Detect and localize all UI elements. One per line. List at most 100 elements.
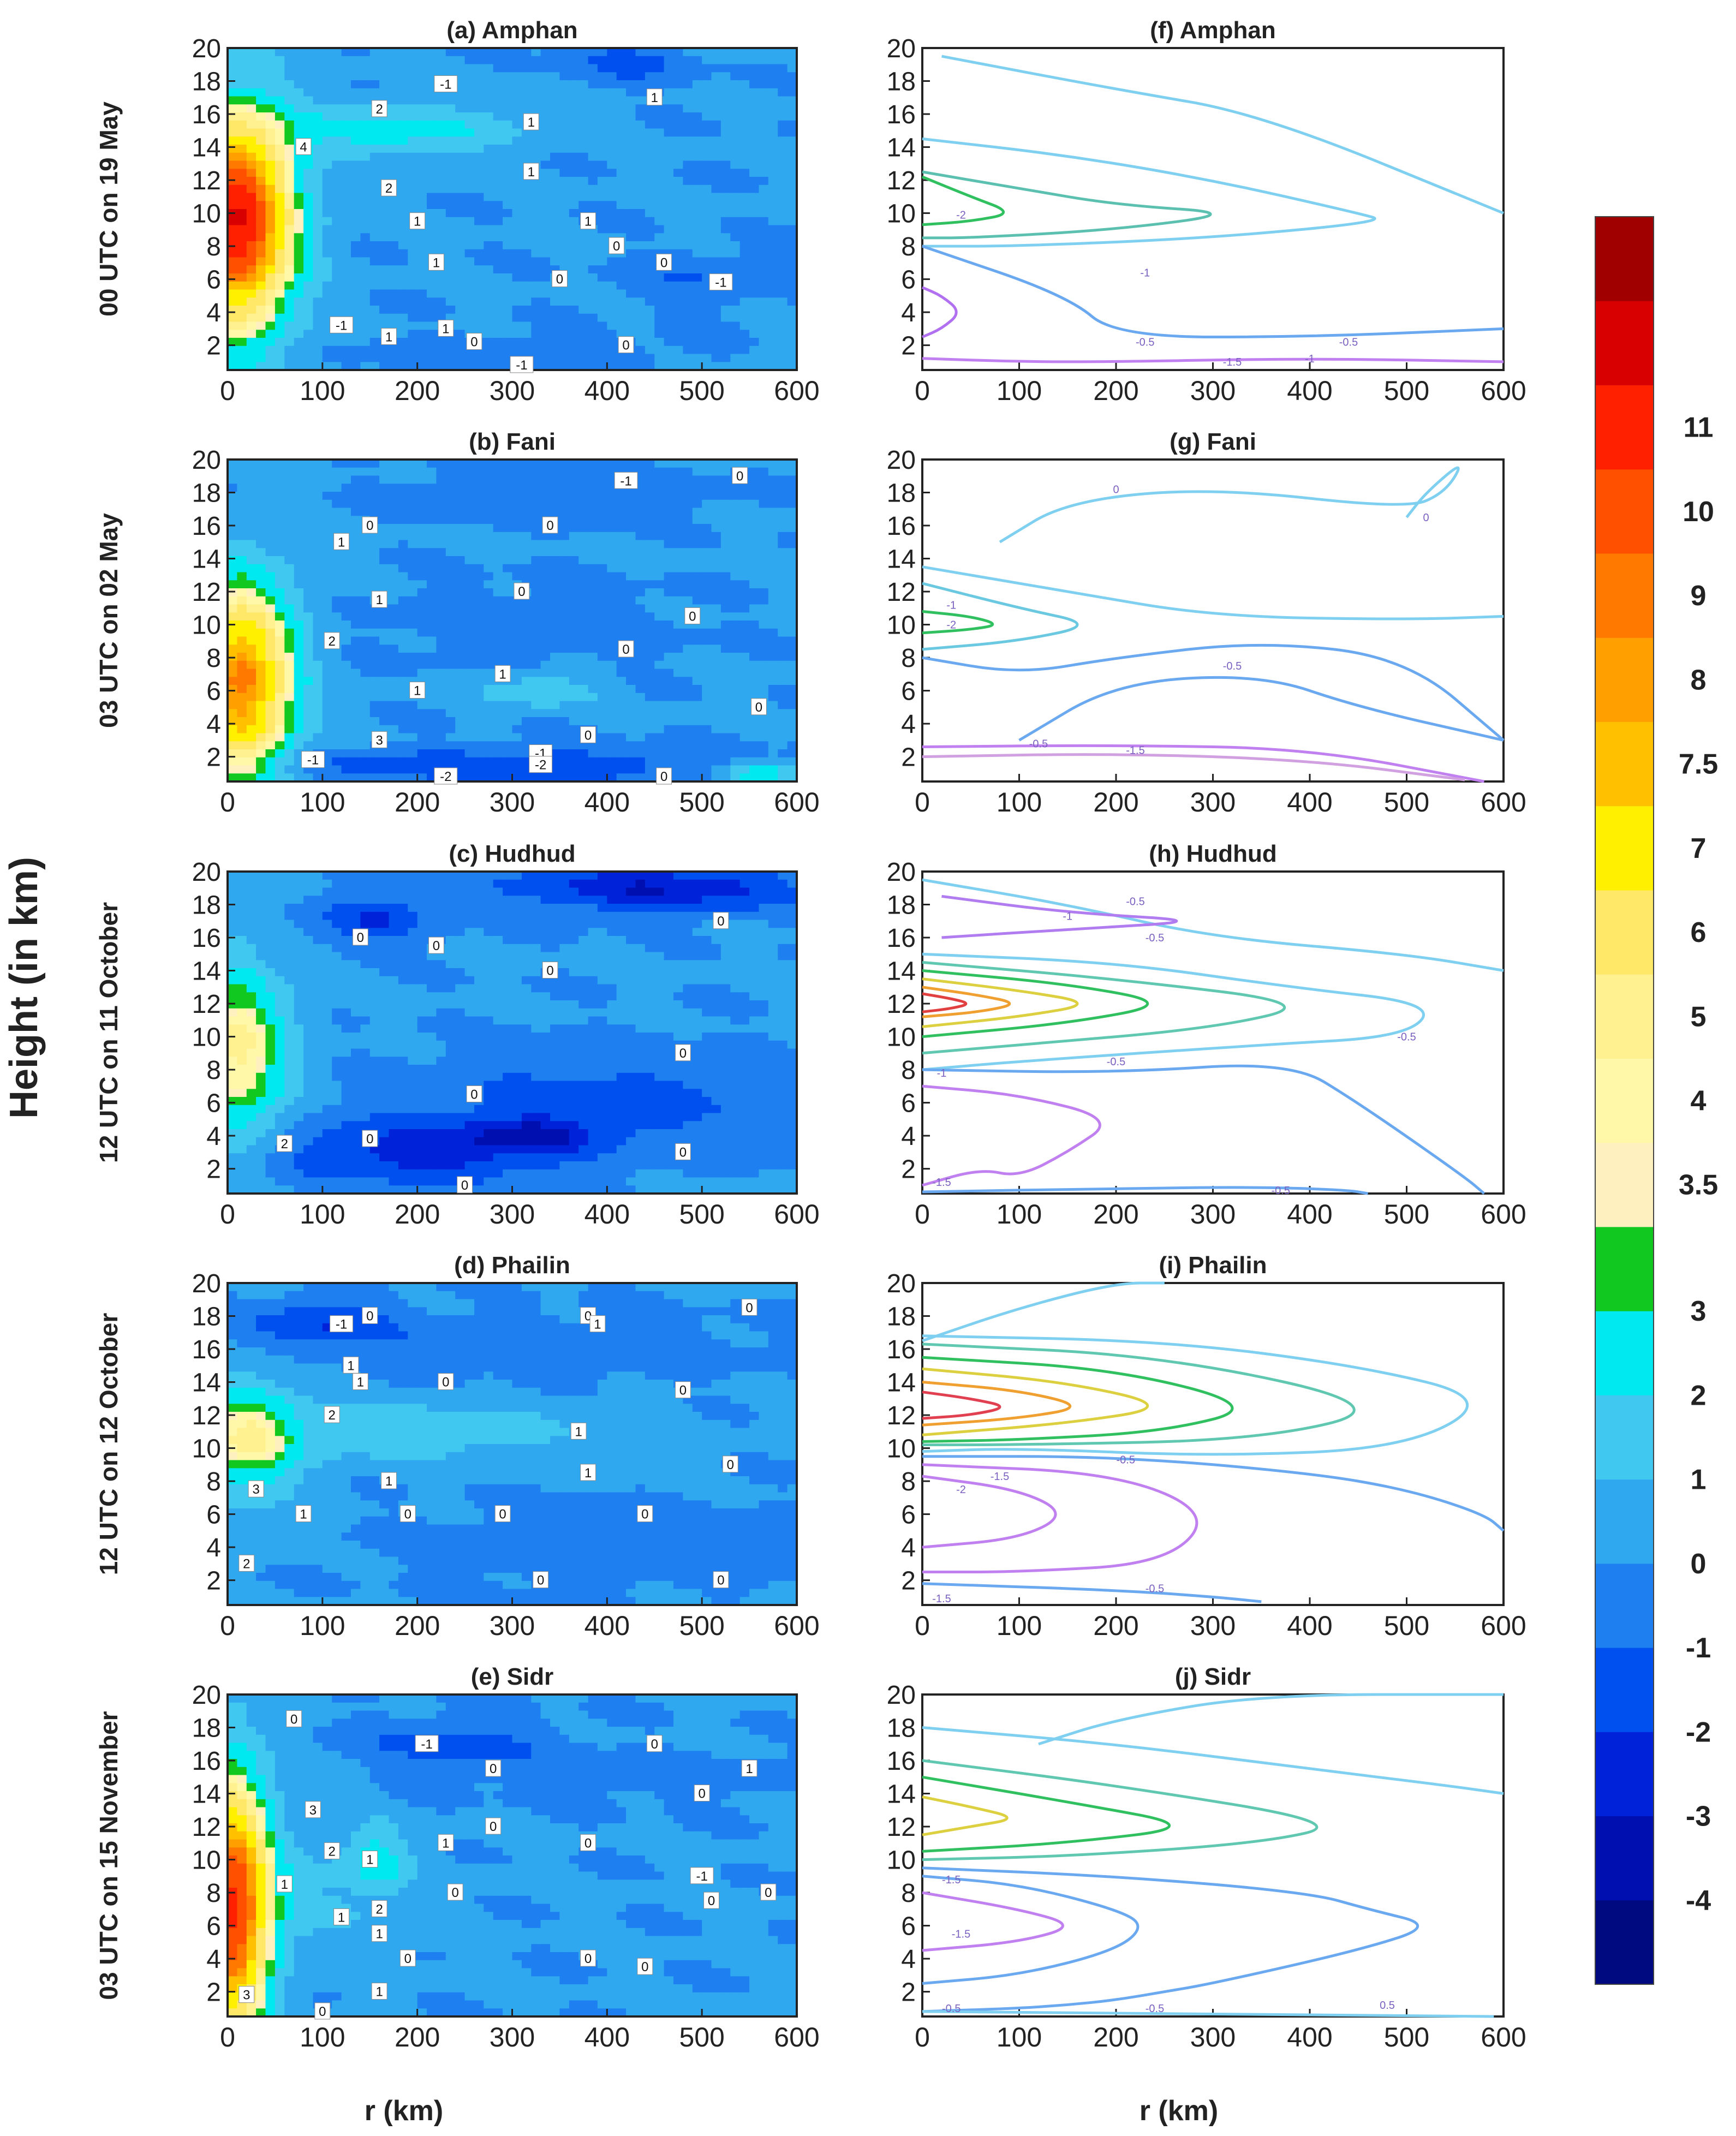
- field-cell: [398, 120, 409, 129]
- field-cell: [265, 313, 276, 323]
- field-cell: [275, 741, 285, 750]
- field-cell: [341, 636, 351, 646]
- contour-line: [922, 286, 958, 338]
- field-cell: [398, 677, 409, 685]
- field-cell: [673, 741, 684, 750]
- field-cell: [484, 128, 494, 138]
- field-cell: [616, 217, 627, 226]
- field-cell: [626, 313, 636, 323]
- field-cell: [521, 524, 532, 533]
- field-cell: [597, 362, 608, 370]
- field-cell: [294, 508, 304, 517]
- field-cell: [379, 620, 390, 629]
- field-cell: [512, 209, 522, 218]
- field-cell: [417, 620, 427, 629]
- field-cell: [389, 80, 399, 89]
- field-cell: [588, 460, 598, 468]
- field-cell: [683, 96, 693, 105]
- field-cell: [673, 233, 684, 242]
- field-cell: [702, 217, 712, 226]
- field-cell: [360, 709, 371, 718]
- field-cell: [237, 136, 247, 145]
- field-cell: [531, 484, 541, 492]
- contour-label-box: [494, 665, 511, 682]
- field-cell: [749, 532, 760, 541]
- field-cell: [550, 184, 560, 194]
- field-cell: [645, 645, 655, 653]
- field-cell: [654, 540, 665, 549]
- field-cell: [702, 467, 712, 476]
- field-cell: [645, 112, 655, 121]
- x-tick-label: 0: [220, 375, 235, 406]
- field-cell: [578, 612, 589, 621]
- field-cell: [578, 289, 589, 299]
- field-cell: [265, 612, 276, 621]
- field-cell: [559, 532, 570, 541]
- field-cell: [341, 653, 351, 661]
- field-cell: [512, 604, 522, 613]
- field-cell: [503, 265, 513, 274]
- field-cell: [645, 184, 655, 194]
- field-cell: [237, 540, 247, 549]
- field-cell: [778, 289, 788, 299]
- field-cell: [265, 354, 276, 363]
- field-cell: [569, 273, 579, 282]
- field-cell: [379, 475, 390, 485]
- field-cell: [588, 628, 598, 637]
- field-cell: [351, 701, 361, 710]
- field-cell: [503, 281, 513, 290]
- field-cell: [341, 709, 351, 718]
- field-cell: [389, 313, 399, 323]
- field-cell: [711, 330, 721, 338]
- field-cell: [673, 241, 684, 250]
- field-cell: [246, 249, 256, 258]
- field-cell: [664, 612, 674, 621]
- field-cell: [265, 620, 276, 629]
- field-cell: [521, 193, 532, 202]
- field-cell: [692, 588, 702, 597]
- field-cell: [692, 265, 702, 274]
- field-cell: [778, 532, 788, 541]
- field-cell: [607, 556, 617, 565]
- field-cell: [464, 492, 475, 500]
- field-cell: [484, 345, 494, 355]
- field-cell: [749, 306, 760, 314]
- field-cell: [683, 233, 693, 242]
- field-cell: [493, 717, 503, 726]
- field-cell: [759, 330, 769, 338]
- field-cell: [369, 265, 380, 274]
- field-cell: [398, 636, 409, 646]
- field-cell: [540, 104, 551, 113]
- field-cell: [569, 120, 579, 129]
- field-cell: [427, 120, 437, 129]
- field-cell: [730, 677, 741, 685]
- field-cell: [341, 265, 351, 274]
- field-cell: [540, 540, 551, 549]
- field-cell: [711, 460, 721, 468]
- field-cell: [417, 136, 427, 145]
- field-cell: [645, 596, 655, 605]
- field-cell: [768, 354, 778, 363]
- field-cell: [569, 677, 579, 685]
- field-cell: [265, 169, 276, 177]
- field-cell: [720, 604, 731, 613]
- field-cell: [246, 677, 256, 685]
- field-cell: [228, 313, 238, 323]
- field-cell: [408, 548, 418, 557]
- field-cell: [237, 265, 247, 274]
- field-cell: [645, 532, 655, 541]
- field-cell: [531, 48, 541, 57]
- field-cell: [294, 653, 304, 661]
- field-cell: [360, 354, 371, 363]
- field-cell: [692, 306, 702, 314]
- field-cell: [464, 217, 475, 226]
- field-cell: [787, 660, 797, 670]
- field-cell: [645, 677, 655, 685]
- field-cell: [787, 225, 797, 234]
- field-cell: [730, 653, 741, 661]
- field-cell: [759, 289, 769, 299]
- field-cell: [398, 313, 409, 323]
- field-cell: [540, 145, 551, 153]
- field-cell: [569, 321, 579, 331]
- field-cell: [597, 636, 608, 646]
